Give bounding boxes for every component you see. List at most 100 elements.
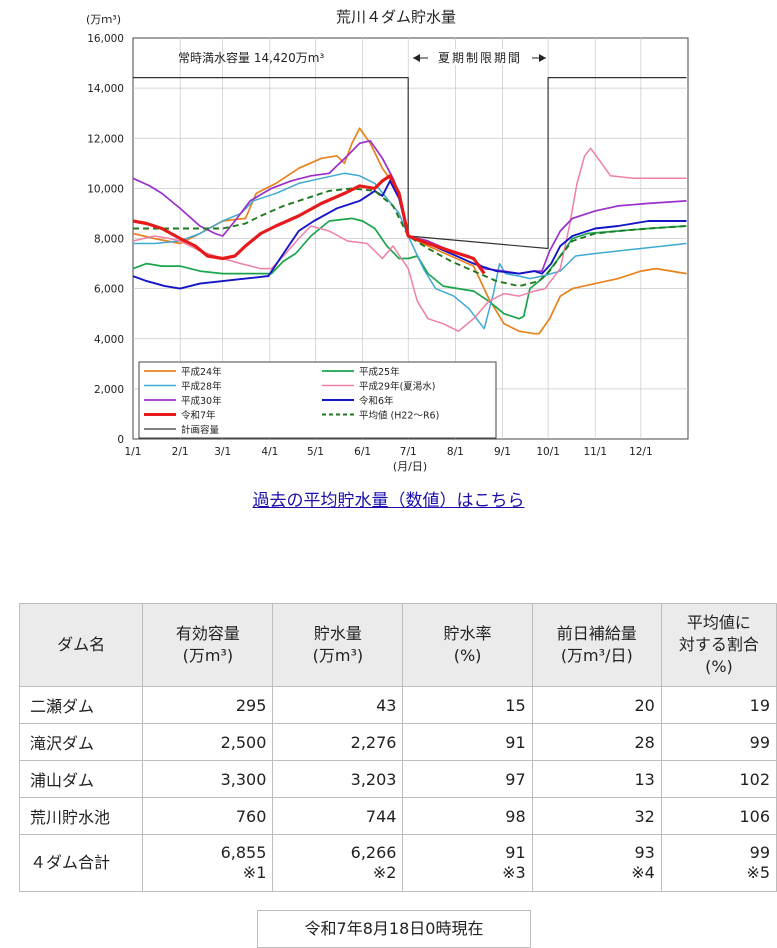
x-axis-ticks: 1/1 2/1 3/1 4/1 5/1 6/1 7/1 8/1 9/1 10/1 11/1 12/1 [125, 446, 653, 458]
header-text: 前日補給量 [556, 624, 637, 643]
value-cell: 28 [531, 723, 662, 761]
cell-text: 91 [505, 843, 526, 862]
value-cell: 13 [531, 760, 662, 798]
legend-label: 平成30年 [181, 395, 222, 407]
table-row: 二瀬ダム 295 43 15 20 19 [18, 686, 777, 724]
legend-label: 平成25年 [359, 366, 400, 378]
legend-label: 平成29年(夏渇水) [359, 381, 436, 393]
table-header-row: ダム名 有効容量 (万m³) 貯水量 (万m³) 貯水率 (%) 前日補給量 (万m³/… [18, 603, 777, 687]
value-cell: 99 [660, 723, 777, 761]
header-dam-name: ダム名 [18, 603, 144, 687]
value-cell: 20 [531, 686, 662, 724]
timestamp: 令和7年8月18日0時現在 [257, 910, 531, 948]
cell-text: ４ダム合計 [30, 853, 111, 872]
x-tick-label: 1/1 [125, 446, 142, 458]
footnote-mark: ※1 [242, 863, 267, 882]
dam-table: ダム名 有効容量 (万m³) 貯水量 (万m³) 貯水率 (%) 前日補給量 (万m³/… [18, 603, 777, 892]
value-cell: 98 [402, 797, 533, 835]
x-tick-label: 2/1 [172, 446, 189, 458]
value-cell: 15 [402, 686, 533, 724]
y-tick-label: 10,000 [87, 183, 124, 195]
header-storage-rate: 貯水率 (%) [402, 603, 533, 687]
header-text: 貯水量 [313, 624, 362, 643]
reservoir-chart: 荒川４ダム貯水量 (万ｍ³) 0 2,000 4,000 6,000 8,000 10,0… [86, 8, 689, 473]
dam-name-cell: 滝沢ダム [18, 723, 144, 761]
value-cell: 32 [531, 797, 662, 835]
cell-text: 99 [749, 843, 770, 862]
past-average-link[interactable]: 過去の平均貯水量（数値）はこちら [252, 491, 525, 511]
total-ratio: 99 ※5 [660, 834, 777, 892]
footnote-mark: ※3 [502, 863, 526, 882]
header-unit: (万m³) [312, 646, 364, 665]
y-unit-label: (万ｍ³) [86, 13, 121, 26]
x-tick-label: 10/1 [536, 446, 560, 458]
total-name: ４ダム合計 [18, 834, 144, 892]
summer-period-arrow [413, 49, 546, 65]
dam-name-cell: 二瀬ダム [18, 686, 144, 724]
y-tick-label: 8,000 [94, 234, 124, 246]
x-axis-label: (月/日) [393, 460, 427, 473]
x-tick-label: 9/1 [494, 446, 511, 458]
x-tick-label: 8/1 [447, 446, 464, 458]
value-cell: 744 [272, 797, 404, 835]
header-capacity: 有効容量 (万m³) [142, 603, 274, 687]
y-tick-label: 14,000 [87, 83, 124, 95]
legend [138, 361, 497, 439]
legend-label: 平均値 (H22～R6) [359, 410, 439, 422]
footnote-mark: ※2 [372, 863, 397, 882]
value-cell: 760 [142, 797, 274, 835]
cell-text: 93 [634, 843, 655, 862]
table-row: 浦山ダム 3,300 3,203 97 13 102 [18, 760, 777, 798]
legend-label: 令和7年 [181, 410, 216, 422]
value-cell: 2,500 [142, 723, 274, 761]
header-supply: 前日補給量 (万m³/日) [531, 603, 662, 687]
total-storage: 6,266 ※2 [272, 834, 404, 892]
series-line-5 [132, 179, 687, 290]
total-supply: 93 ※4 [531, 834, 662, 892]
total-capacity: 6,855 ※1 [142, 834, 274, 892]
value-cell: 3,203 [272, 760, 404, 798]
value-cell: 106 [660, 797, 777, 835]
header-text: 貯水率 [443, 624, 492, 643]
cell-text: 6,266 [350, 843, 397, 862]
dam-name-cell: 浦山ダム [18, 760, 144, 798]
legend-label: 令和6年 [359, 395, 394, 407]
value-cell: 2,276 [272, 723, 404, 761]
series-line-2 [133, 172, 687, 330]
x-tick-label: 6/1 [354, 446, 371, 458]
value-cell: 91 [402, 723, 533, 761]
header-text: 対する割合 [678, 635, 759, 654]
value-cell: 43 [272, 686, 404, 724]
value-cell: 295 [142, 686, 274, 724]
table-body: 二瀬ダム 295 43 15 20 19 滝沢ダム 2,500 2,276 91 28 99 浦山ダム 3… [18, 686, 777, 892]
value-cell: 97 [402, 760, 533, 798]
legend-label: 平成28年 [181, 381, 222, 393]
x-tick-label: 12/1 [629, 446, 653, 458]
y-tick-label: 16,000 [87, 33, 124, 45]
header-ratio: 平均値に 対する割合 (%) [660, 603, 777, 687]
table-row: 滝沢ダム 2,500 2,276 91 28 99 [18, 723, 777, 761]
total-rate: 91 ※3 [402, 834, 533, 892]
header-text: 有効容量 [175, 624, 240, 643]
header-storage: 貯水量 (万m³) [272, 603, 404, 687]
chart-title: 荒川４ダム貯水量 [336, 8, 456, 26]
x-tick-label: 11/1 [583, 446, 607, 458]
value-cell: 102 [660, 760, 777, 798]
series-lines [132, 76, 687, 335]
dam-name-cell: 荒川貯水池 [18, 797, 144, 835]
header-unit: (%) [453, 646, 482, 665]
header-unit: (%) [705, 657, 733, 676]
x-tick-label: 5/1 [307, 446, 324, 458]
footnote-mark: ※5 [746, 863, 770, 882]
header-unit: (万m³/日) [560, 646, 633, 665]
y-tick-label: 4,000 [94, 334, 124, 346]
series-line-6 [132, 174, 486, 275]
x-tick-label: 4/1 [261, 446, 278, 458]
y-axis-ticks: 0 2,000 4,000 6,000 8,000 10,000 12,000 14,000 1… [87, 33, 124, 446]
y-tick-label: 6,000 [94, 284, 124, 296]
series-line-7 [133, 187, 687, 288]
x-tick-label: 7/1 [400, 446, 417, 458]
legend-label: 計画容量 [181, 424, 220, 436]
header-unit: (万m³) [182, 646, 234, 665]
cell-text: 6,855 [220, 843, 267, 862]
